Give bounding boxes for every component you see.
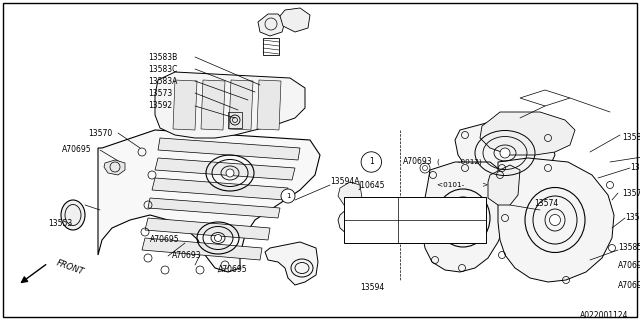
Text: 13583B: 13583B [148, 52, 177, 61]
Polygon shape [201, 80, 225, 130]
Text: 13570: 13570 [88, 129, 112, 138]
Polygon shape [455, 122, 555, 185]
Polygon shape [280, 8, 310, 32]
Text: 1: 1 [285, 193, 291, 199]
Text: A70695: A70695 [218, 266, 248, 275]
Circle shape [226, 169, 234, 177]
Polygon shape [338, 182, 362, 208]
Circle shape [361, 152, 381, 172]
Text: 13585A: 13585A [622, 133, 640, 142]
Bar [344, 197, 486, 243]
Polygon shape [173, 80, 197, 130]
Polygon shape [338, 205, 372, 238]
Circle shape [458, 213, 468, 223]
Polygon shape [158, 138, 300, 160]
Text: A70693: A70693 [618, 281, 640, 290]
Text: 13573: 13573 [148, 89, 172, 98]
Polygon shape [422, 162, 508, 272]
Text: 13586: 13586 [630, 164, 640, 172]
Text: A70695: A70695 [150, 236, 180, 244]
Text: A022001124: A022001124 [579, 310, 628, 319]
Polygon shape [155, 72, 305, 138]
Text: 13583C: 13583C [148, 65, 177, 74]
Circle shape [281, 189, 295, 203]
Text: A70695: A70695 [62, 146, 92, 155]
Text: A70693: A70693 [618, 260, 640, 269]
Polygon shape [258, 14, 285, 36]
Polygon shape [257, 80, 281, 130]
Circle shape [214, 235, 221, 242]
Polygon shape [104, 160, 125, 175]
Text: J10645: J10645 [358, 181, 385, 190]
Text: A70693: A70693 [403, 157, 432, 166]
Text: 13553: 13553 [48, 220, 72, 228]
Polygon shape [148, 198, 280, 218]
Text: 13592: 13592 [148, 101, 172, 110]
Text: 1: 1 [369, 157, 374, 166]
Polygon shape [498, 158, 614, 282]
Text: FRONT: FRONT [55, 259, 85, 277]
Text: 13583A: 13583A [148, 76, 177, 85]
Text: 13592: 13592 [625, 213, 640, 222]
Polygon shape [488, 165, 520, 205]
Polygon shape [155, 158, 295, 180]
Ellipse shape [61, 200, 85, 230]
Circle shape [500, 148, 510, 158]
Text: (        -0012): ( -0012) [436, 159, 481, 165]
Polygon shape [142, 238, 262, 260]
Text: 13575: 13575 [622, 188, 640, 197]
Text: 13574: 13574 [534, 198, 558, 207]
Polygon shape [98, 130, 320, 272]
Text: 13594A: 13594A [330, 178, 360, 187]
Polygon shape [265, 242, 318, 285]
Polygon shape [229, 80, 253, 130]
Circle shape [422, 165, 428, 171]
Circle shape [550, 214, 561, 226]
Polygon shape [480, 112, 575, 155]
Text: A70693: A70693 [172, 251, 202, 260]
Text: <0101-        >: <0101- > [436, 182, 488, 188]
Polygon shape [152, 178, 288, 200]
Text: 13594: 13594 [360, 284, 384, 292]
Text: 13585B: 13585B [618, 244, 640, 252]
Polygon shape [145, 218, 270, 240]
